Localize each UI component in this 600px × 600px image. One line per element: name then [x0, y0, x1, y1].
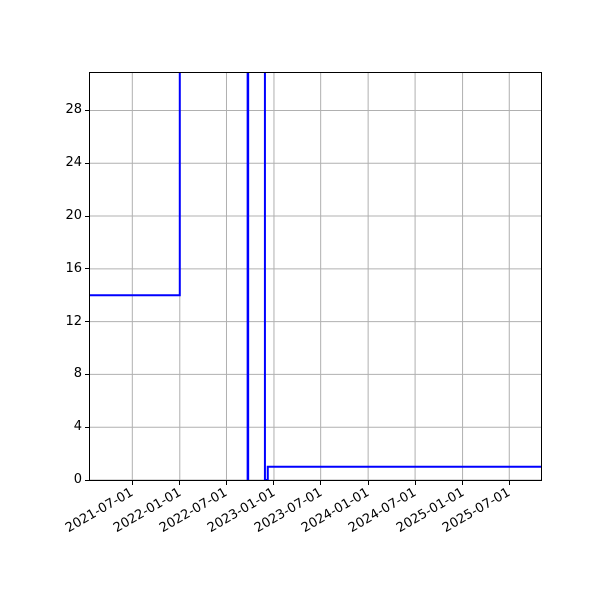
x-tick-mark — [320, 481, 322, 485]
y-tick-mark — [85, 109, 89, 111]
x-tick-mark — [273, 481, 275, 485]
y-tick-label: 16 — [65, 260, 82, 276]
y-tick-mark — [85, 162, 89, 164]
y-tick-label: 28 — [65, 102, 82, 118]
x-tick-mark — [508, 481, 510, 485]
x-tick-mark — [462, 481, 464, 485]
y-tick-label: 8 — [73, 366, 82, 382]
data-line — [90, 73, 541, 480]
y-tick-mark — [85, 479, 89, 481]
y-tick-label: 4 — [73, 419, 82, 435]
y-tick-mark — [85, 268, 89, 270]
x-tick-mark — [179, 481, 181, 485]
x-tick-mark — [367, 481, 369, 485]
x-tick-mark — [225, 481, 227, 485]
y-tick-mark — [85, 373, 89, 375]
y-tick-label: 20 — [65, 208, 82, 224]
y-tick-mark — [85, 426, 89, 428]
y-tick-mark — [85, 215, 89, 217]
x-tick-mark — [414, 481, 416, 485]
x-tick-mark — [131, 481, 133, 485]
plot-area — [89, 72, 542, 481]
y-tick-label: 24 — [65, 155, 82, 171]
y-tick-label: 0 — [73, 472, 82, 487]
line-chart-canvas — [90, 73, 541, 480]
y-tick-label: 12 — [65, 313, 82, 329]
y-tick-mark — [85, 321, 89, 323]
